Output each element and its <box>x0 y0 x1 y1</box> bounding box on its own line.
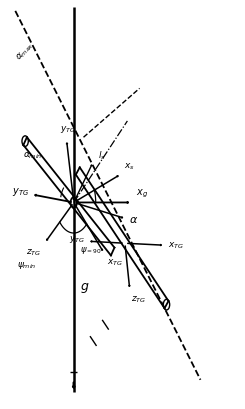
Text: $\psi_{min}$: $\psi_{min}$ <box>17 260 36 271</box>
Text: $x_{TG}$: $x_{TG}$ <box>168 240 184 250</box>
Text: $\alpha$: $\alpha$ <box>129 215 138 225</box>
Text: $\alpha_{min}$: $\alpha_{min}$ <box>23 151 42 161</box>
Text: $y_{TG}$: $y_{TG}$ <box>60 124 76 135</box>
Text: $l_s$: $l_s$ <box>98 149 106 162</box>
Text: $z_{TG}$: $z_{TG}$ <box>26 247 41 258</box>
Text: $y_{TG}$: $y_{TG}$ <box>12 186 29 198</box>
Text: $\alpha_{max}$: $\alpha_{max}$ <box>14 40 37 63</box>
Text: $x_g$: $x_g$ <box>136 188 148 200</box>
Text: $\psi_{=90°}$: $\psi_{=90°}$ <box>80 245 104 256</box>
Text: g: g <box>81 279 89 292</box>
Text: $y_{TG}$: $y_{TG}$ <box>69 234 85 245</box>
Text: $z_{TG}$: $z_{TG}$ <box>131 294 146 305</box>
Text: $x_{TG}$: $x_{TG}$ <box>107 258 123 268</box>
Text: $x_s$: $x_s$ <box>124 162 135 172</box>
